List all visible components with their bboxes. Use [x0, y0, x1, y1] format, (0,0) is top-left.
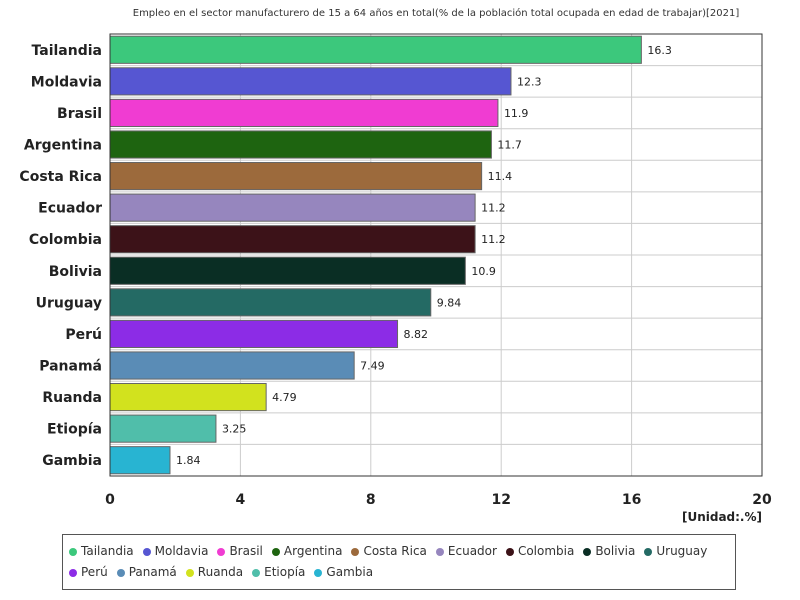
data-label: 4.79 [272, 391, 297, 404]
data-label: 11.7 [497, 139, 522, 152]
data-label: 7.49 [360, 360, 385, 373]
x-tick-label: 20 [752, 492, 772, 508]
x-tick-label: 16 [622, 492, 641, 508]
legend-item: Gambia [314, 562, 373, 583]
legend-marker [435, 547, 444, 556]
legend-marker [271, 547, 280, 556]
legend-marker [69, 547, 77, 556]
bar [109, 319, 399, 349]
bar [109, 446, 171, 475]
legend-item: Ruanda [185, 562, 244, 583]
data-label: 11.2 [481, 233, 506, 246]
legend-item: Tailandia [69, 541, 134, 562]
category-label: Ruanda [42, 390, 102, 406]
x-tick-label: 0 [105, 492, 115, 508]
x-tick-label: 12 [491, 492, 510, 508]
bar [109, 67, 512, 96]
bar [109, 256, 466, 285]
legend-item: Costa Rica [351, 541, 427, 562]
legend-label: Ecuador [447, 544, 497, 558]
x-tick-label: 4 [236, 492, 246, 508]
bar [109, 161, 483, 191]
x-tick-label: 8 [366, 492, 376, 508]
legend-label: Colombia [517, 544, 575, 558]
data-label: 16.3 [647, 44, 672, 57]
bar [109, 98, 499, 128]
legend-marker [351, 547, 360, 556]
category-label: Colombia [29, 232, 102, 248]
bar [109, 35, 642, 64]
legend-marker [583, 547, 592, 556]
legend-item: Ecuador [435, 541, 497, 562]
legend-label: Bolivia [595, 544, 636, 558]
legend-item: Perú [69, 562, 108, 583]
legend-label: Ruanda [197, 565, 244, 579]
legend-marker [116, 568, 125, 577]
legend: Tailandia Moldavia Brasil Argentina Costa Ri… [62, 534, 736, 590]
legend-label: Gambia [326, 565, 374, 579]
category-label: Argentina [24, 138, 102, 154]
legend-item: Moldavia [142, 541, 209, 562]
bar [109, 382, 267, 412]
unit-label: [Unidad:.%] [682, 510, 762, 524]
data-label: 1.84 [176, 454, 201, 467]
legend-marker [644, 547, 653, 556]
legend-item: Argentina [271, 541, 343, 562]
legend-label: Etiopía [264, 565, 306, 579]
legend-item: Brasil [217, 541, 263, 562]
legend-item: Etiopía [252, 562, 305, 583]
bar [109, 288, 432, 317]
data-label: 12.3 [517, 75, 542, 88]
data-label: 11.9 [504, 107, 529, 120]
bar [109, 193, 476, 222]
category-label: Bolivia [49, 264, 102, 280]
legend-label: Tailandia [81, 544, 134, 558]
bar [109, 130, 492, 159]
legend-label: Moldavia [154, 544, 209, 558]
legend-label: Argentina [283, 544, 343, 558]
bar-chart: Empleo en el sector manufacturero de 15 … [19, 7, 772, 524]
category-label: Moldavia [31, 74, 102, 90]
legend-marker [505, 547, 514, 556]
plot-frame [109, 33, 763, 477]
legend-item: Panamá [116, 562, 177, 583]
legend-item: Bolivia [583, 541, 635, 562]
legend-label: Perú [81, 565, 108, 579]
data-label: 11.4 [488, 170, 513, 183]
chart-title: Empleo en el sector manufacturero de 15 … [133, 7, 740, 19]
legend-marker [185, 568, 194, 577]
legend-label: Brasil [229, 544, 263, 558]
bar [109, 414, 217, 443]
data-label: 9.84 [437, 296, 462, 309]
legend-item: Uruguay [644, 541, 707, 562]
legend-label: Costa Rica [363, 544, 427, 558]
category-label: Etiopía [47, 422, 102, 438]
legend-marker [314, 568, 323, 577]
legend-marker [69, 568, 77, 577]
data-label: 10.9 [471, 265, 496, 278]
legend-items: Tailandia Moldavia Brasil Argentina Costa Ri… [69, 541, 729, 583]
legend-marker [252, 568, 261, 577]
category-label: Ecuador [38, 201, 102, 217]
data-label: 8.82 [404, 328, 429, 341]
bar [109, 351, 355, 380]
data-label: 3.25 [222, 423, 247, 436]
category-label: Perú [65, 327, 102, 343]
legend-label: Panamá [128, 565, 177, 579]
legend-item: Colombia [505, 541, 575, 562]
category-label: Tailandia [32, 43, 102, 59]
category-label: Uruguay [36, 295, 102, 311]
category-label: Costa Rica [19, 169, 102, 185]
category-label: Brasil [57, 106, 102, 122]
legend-marker [217, 547, 226, 556]
legend-label: Uruguay [656, 544, 708, 558]
category-label: Panamá [39, 359, 102, 375]
category-label: Gambia [42, 453, 102, 469]
legend-marker [142, 547, 151, 556]
bar [109, 225, 476, 254]
data-label: 11.2 [481, 202, 506, 215]
